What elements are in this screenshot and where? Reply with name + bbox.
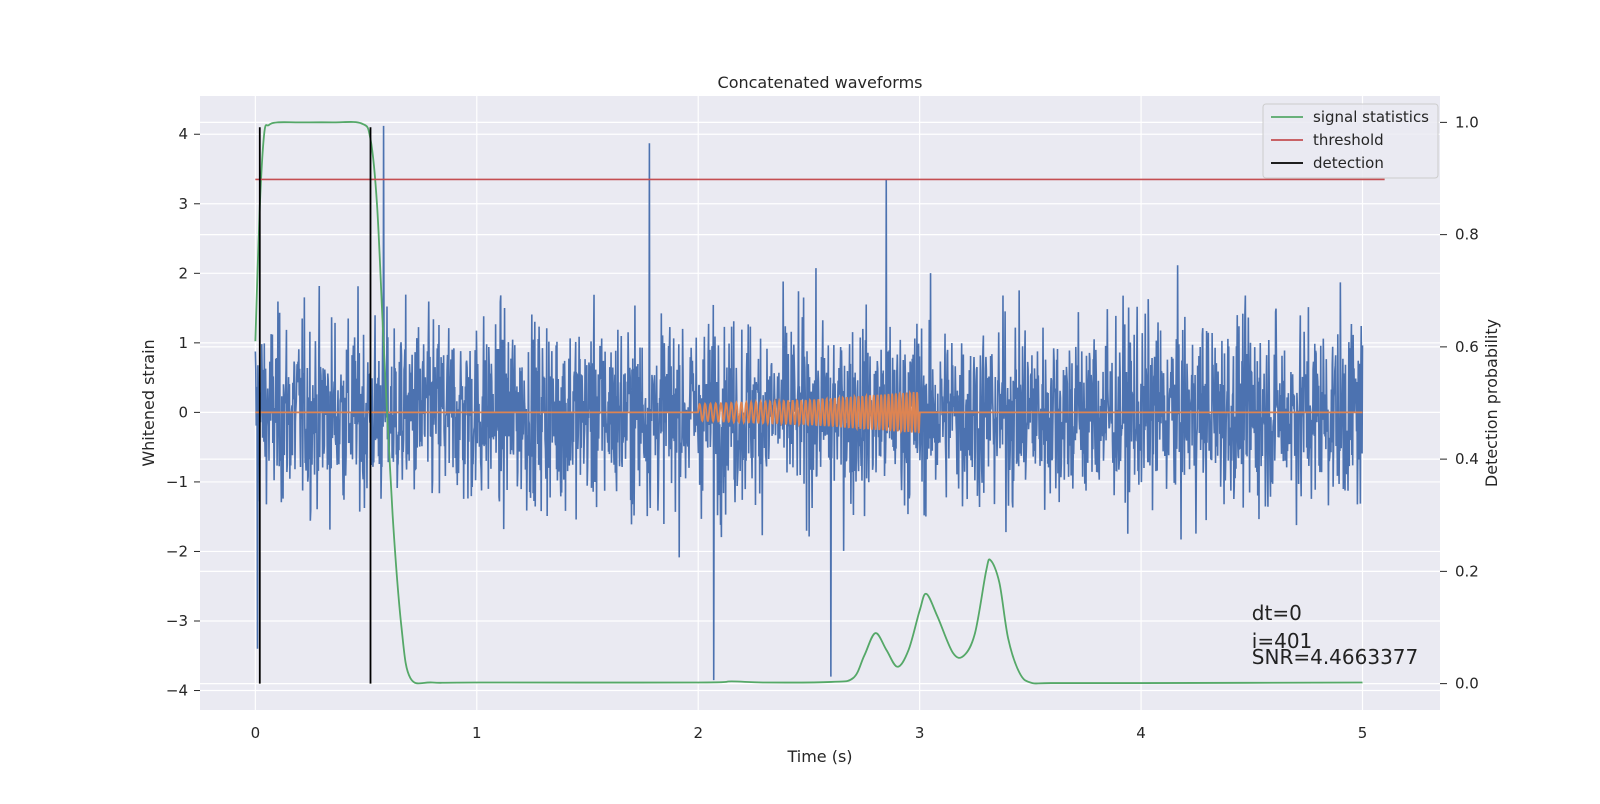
y2-tick-label: 1.0 — [1455, 113, 1479, 131]
y-axis-label: Whitened strain — [139, 339, 158, 466]
legend-label: threshold — [1313, 131, 1384, 149]
annotation-text: dt=0 — [1252, 601, 1302, 625]
signal-statistics-line — [254, 121, 1363, 685]
y2-tick-label: 0.2 — [1455, 562, 1479, 580]
legend-label: signal statistics — [1313, 108, 1429, 126]
annotation-text: i=401 — [1252, 629, 1313, 653]
x-tick-label: 3 — [915, 724, 925, 742]
legend-box — [1262, 103, 1439, 179]
y-tick-label: −4 — [166, 682, 188, 700]
y-tick-label: 0 — [178, 403, 188, 421]
legend: signal statistics threshold detection — [1262, 103, 1439, 179]
x-tick-label: 2 — [693, 724, 703, 742]
y-tick-label: −2 — [166, 542, 188, 560]
x-tick-label: 0 — [251, 724, 261, 742]
chart-title: Concatenated waveforms — [718, 73, 923, 92]
y-tick-label: 3 — [178, 195, 188, 213]
y-tick-label: −3 — [166, 612, 188, 630]
x-axis-label: Time (s) — [786, 747, 852, 766]
x-tick-label: 4 — [1136, 724, 1146, 742]
y2-tick-label: 0.4 — [1455, 450, 1479, 468]
legend-label: detection — [1313, 154, 1384, 172]
y-tick-label: −1 — [166, 473, 188, 491]
annotation-text: SNR=4.4663377 — [1252, 645, 1418, 669]
x-tick-label: 5 — [1358, 724, 1368, 742]
chirp-template-line — [255, 389, 1363, 435]
y2-tick-label: 0.0 — [1455, 675, 1479, 693]
tick-layer: 0 1 2 3 4 5 −4 −3 −2 −1 0 1 2 3 4 0.0 0.2 0.4 0.6 0.8 1.0 — [166, 113, 1479, 742]
y2-tick-label: 0.8 — [1455, 226, 1479, 244]
x-tick-label: 1 — [472, 724, 482, 742]
y2-tick-label: 0.6 — [1455, 338, 1479, 356]
y-tick-label: 1 — [178, 334, 188, 352]
y-tick-label: 4 — [178, 125, 188, 143]
y-tick-label: 2 — [178, 264, 188, 282]
series-layer — [254, 121, 1385, 685]
strain-noise-line — [254, 125, 1364, 681]
y2-axis-label: Detection probability — [1482, 319, 1501, 487]
